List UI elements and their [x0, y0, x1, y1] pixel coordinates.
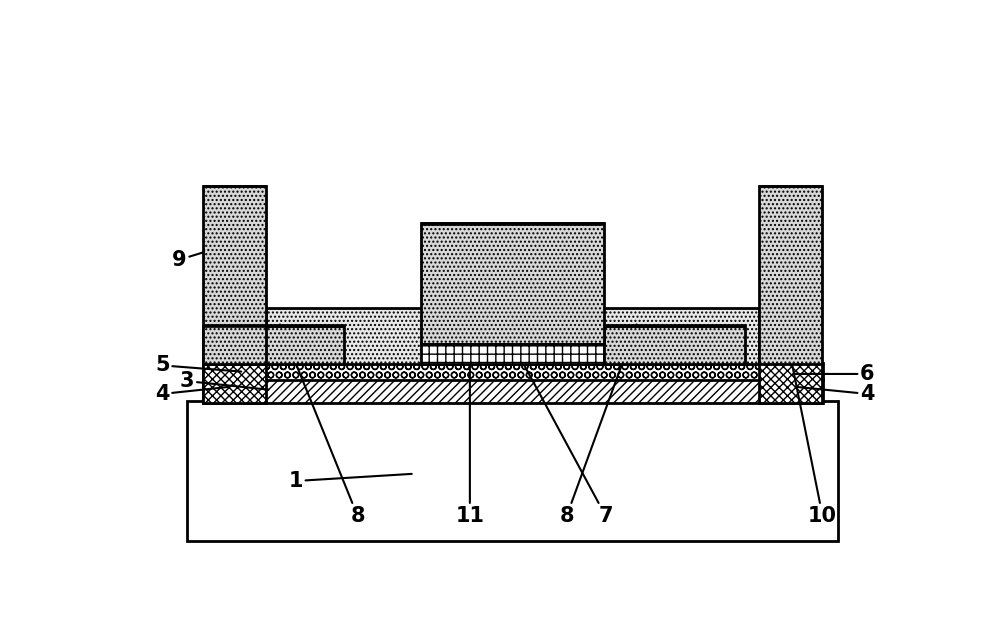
Bar: [266, 308, 759, 365]
Text: 4: 4: [155, 384, 230, 404]
Bar: [759, 186, 822, 365]
Bar: [202, 363, 822, 380]
Bar: [759, 363, 822, 402]
Text: 8: 8: [560, 324, 637, 526]
Bar: [187, 401, 838, 541]
Bar: [202, 326, 344, 365]
Bar: [604, 326, 745, 365]
Text: 3: 3: [180, 371, 268, 391]
Text: 10: 10: [768, 245, 837, 526]
Bar: [202, 379, 822, 402]
Text: 8: 8: [759, 317, 813, 349]
Bar: [202, 363, 266, 402]
Text: 1: 1: [288, 471, 412, 491]
Bar: [421, 223, 604, 344]
Bar: [202, 324, 344, 328]
Bar: [604, 324, 745, 328]
Text: 11: 11: [455, 231, 484, 526]
Text: 8: 8: [280, 324, 365, 526]
Text: 7: 7: [519, 355, 613, 526]
Bar: [759, 185, 822, 187]
Bar: [421, 344, 604, 365]
Text: 5: 5: [155, 355, 241, 375]
Text: 4: 4: [795, 384, 875, 404]
Bar: [421, 222, 604, 224]
Bar: [421, 343, 604, 345]
Text: 8: 8: [217, 317, 266, 349]
Text: 6: 6: [795, 364, 875, 384]
Bar: [202, 186, 266, 365]
Bar: [202, 185, 266, 187]
Text: 9: 9: [172, 245, 226, 269]
